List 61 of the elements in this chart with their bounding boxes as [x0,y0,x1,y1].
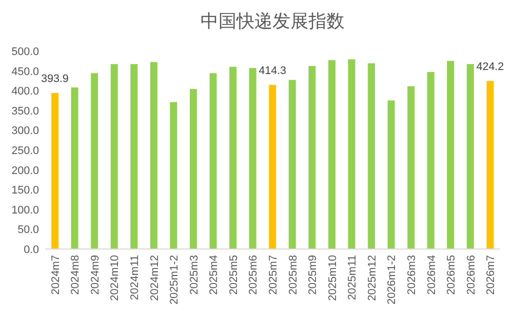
bar [348,59,356,249]
x-tick-label: 2024m7 [50,255,62,295]
bar [150,62,158,249]
x-tick-label: 2025m10 [326,255,339,301]
x-tick-label: 2024m8 [70,255,82,295]
bar [427,72,434,249]
x-tick-label: 2026m1-2 [386,255,398,305]
bar [486,81,494,249]
x-tick-label: 2024m11 [129,255,142,300]
bar [407,86,415,249]
x-tick-label: 2025m9 [307,255,320,295]
bar [71,87,78,249]
x-tick-label: 2026m5 [446,255,458,295]
y-tick-label: 200.0 [11,164,39,177]
data-label: 393.9 [41,73,69,86]
x-tick-label: 2024m12 [148,255,161,301]
bar [210,73,217,249]
bar [446,60,454,249]
y-tick-label: 50.0 [18,224,39,236]
bar [110,64,118,249]
bar [268,84,276,249]
x-tick-label: 2025m12 [366,255,378,301]
x-tick-label: 2025m11 [346,255,359,300]
data-label: 424.2 [476,61,504,74]
x-tick-label: 2025m7 [268,255,280,295]
y-tick-label: 350.0 [11,105,39,118]
bar [249,68,256,249]
x-tick-label: 2025m1-2 [168,255,181,305]
bar [288,80,296,249]
bar [51,93,58,249]
bar [466,64,474,249]
chart-title: 中国快递发展指数 [200,11,344,32]
x-tick-label: 2026m3 [406,255,418,295]
x-tick-label: 2025m8 [287,255,300,295]
y-tick-label: 450.0 [11,66,39,78]
y-tick-label: 400.0 [11,86,39,98]
bar [368,63,375,249]
x-tick-label: 2026m6 [465,255,478,295]
bar [190,89,197,249]
bar [388,100,395,249]
x-tick-label: 2026m7 [485,255,498,295]
y-tick-label: 250.0 [11,145,39,157]
bar [170,102,178,249]
bar [130,64,138,249]
x-tick-label: 2024m10 [109,255,122,301]
x-tick-label: 2024m9 [89,255,102,295]
y-tick-label: 0.0 [24,244,39,256]
x-tick-label: 2026m4 [426,255,438,295]
y-tick-label: 500.0 [11,46,39,58]
x-tick-label: 2025m4 [208,255,220,295]
y-tick-label: 150.0 [11,184,39,197]
y-tick-label: 100.0 [11,204,39,216]
x-tick-label: 2025m6 [248,255,260,295]
data-label: 414.3 [258,64,286,77]
bar [229,66,236,249]
bar [308,66,316,249]
bar [90,73,98,249]
x-tick-label: 2025m5 [228,255,240,295]
bar [328,60,336,249]
x-tick-label: 2025m3 [188,255,200,295]
y-tick-label: 300.0 [11,125,39,138]
